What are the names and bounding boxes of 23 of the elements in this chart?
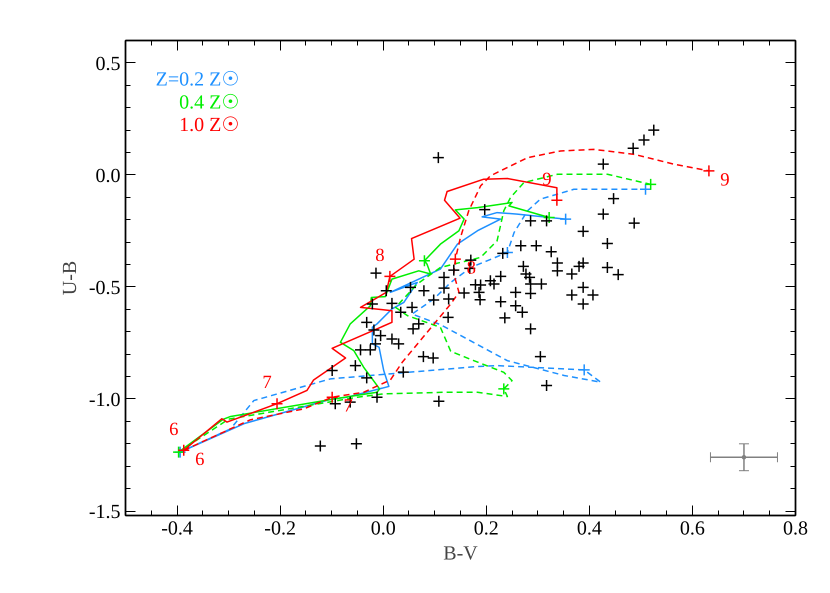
- annotation: 9: [542, 168, 552, 190]
- y-tick-label: -1.5: [88, 501, 121, 524]
- annotation: 7: [262, 372, 272, 394]
- x-tick-label: 0.4: [576, 518, 602, 540]
- y-tick-label: -0.5: [88, 276, 121, 299]
- x-tick-label: -0.2: [264, 518, 296, 540]
- y-tick-label: -1.0: [88, 388, 121, 411]
- y-tick-label: 0.0: [96, 164, 120, 187]
- y-tick-label: 0.5: [96, 52, 120, 75]
- x-tick-label: -0.4: [161, 518, 193, 540]
- annotation: 8: [375, 244, 385, 266]
- x-axis-title: B-V: [443, 542, 478, 564]
- annotation: 6: [195, 448, 204, 470]
- text: Z=0.2 Z☉: [156, 68, 240, 90]
- x-tick-label: 0.2: [474, 518, 499, 540]
- x-tick-label: 0.6: [680, 518, 705, 540]
- x-tick-label: 0.8: [783, 518, 808, 540]
- y-axis-title: U-B: [58, 260, 81, 296]
- text: 1.0 Z☉: [179, 114, 240, 136]
- annotation: 6: [169, 418, 178, 440]
- annotation: 9: [720, 169, 730, 190]
- x-tick-label: 0.0: [370, 518, 396, 540]
- text: 0.4 Z☉: [179, 91, 240, 114]
